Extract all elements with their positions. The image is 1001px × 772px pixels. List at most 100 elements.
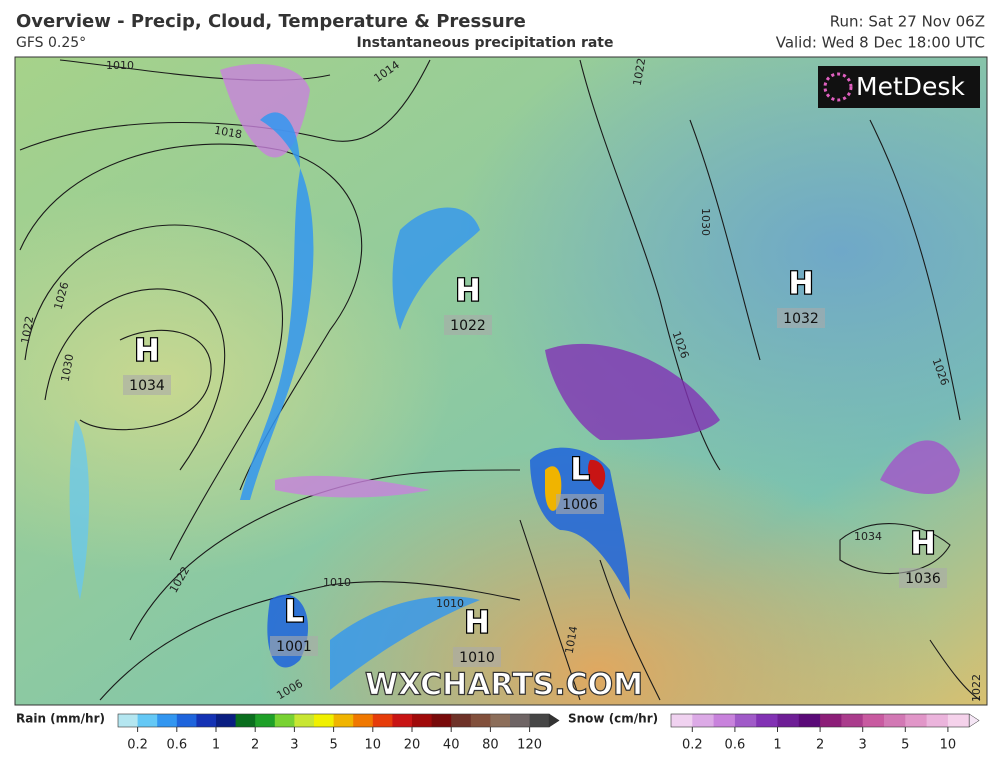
legends: 0.2 0.6 1 2 3 5 10 20 40 80 120 0.2 0.6 1 2 3 5 10 [117,713,980,753]
rain-tick-label: 1 [212,738,220,753]
precipitation [69,64,960,690]
rain-tick-label: 0.2 [127,738,148,753]
isobar-label: 1022 [970,674,983,702]
pressure-value: 1032 [783,311,819,327]
map-frame [14,56,988,706]
pressure-box [123,375,171,395]
rain-swatch [353,714,374,727]
snow-arrow [968,713,980,728]
rain-swatch [510,714,531,727]
rain-tick-label: 20 [404,738,421,753]
rain-tick-label: 80 [482,738,499,753]
pressure-box [899,568,947,588]
isobar-label: 1010 [436,597,464,610]
pressure-symbol: L [284,595,303,630]
rain-swatch [490,714,511,727]
high-layer [15,57,987,705]
snow-tick-label: 2 [816,738,824,753]
run: Run: Sat 27 Nov 06Z [830,13,985,31]
pressure-symbol: H [134,334,159,369]
snow-swatch [905,714,928,727]
snow-swatch [777,714,800,727]
rain-swatch [118,714,139,727]
title: Overview - Precip, Cloud, Temperature & … [16,11,526,32]
rain-swatch [196,714,217,727]
rain-swatch [176,714,197,727]
rain-swatch [157,714,178,727]
pressure-value: 1034 [129,378,165,394]
rain-tick-label: 5 [329,738,337,753]
snow-tick-label: 5 [901,738,909,753]
snow-swatch [947,714,970,727]
rain-swatch [529,714,550,727]
map-area: 1010 101410181022102610221030103010261026… [15,57,987,705]
pressure-value: 1036 [905,571,941,587]
snow-swatch [692,714,715,727]
rain-swatch [294,714,315,727]
snow-swatch [734,714,757,727]
snow-swatch [713,714,736,727]
rain-tick-label: 120 [517,738,542,753]
snow-swatch [671,714,693,727]
snow-swatch [841,714,864,727]
pressure-value: 1006 [562,497,598,513]
snow-swatch [820,714,842,727]
pressure-value: 1010 [459,650,495,666]
snow-tick-label: 10 [940,738,957,753]
snow-swatch [884,714,906,727]
rain-tick-label: 40 [443,738,460,753]
rain-swatch [470,714,491,727]
rain-swatch [235,714,256,727]
logo-icon [823,72,853,102]
snow-legend-label: Snow (cm/hr) [568,712,658,726]
rain-swatch [431,714,452,727]
isobar-label: 1022 [19,315,37,345]
rain-swatch [314,714,335,727]
snow-swatch [862,714,885,727]
rain-swatch [392,714,413,727]
model: GFS 0.25° [16,35,86,51]
watermark: WXCHARTS.COM [365,668,643,703]
snow-tick-label: 1 [773,738,781,753]
rain-tick-label: 3 [290,738,298,753]
logo: MetDesk [856,72,965,101]
pressure-box [777,308,825,328]
rain-tick-label: 2 [251,738,259,753]
pressure-box [556,494,604,514]
rain-swatch [274,714,295,727]
pressure-symbol: H [910,527,935,562]
snow-swatch [798,714,821,727]
pressure-box [270,636,318,656]
snow-swatch [756,714,778,727]
isobar-label: 1010 [106,59,134,72]
pressure-symbol: H [455,274,480,309]
isobars [19,59,981,701]
pressure-symbol: H [788,267,813,302]
snow-tick-label: 3 [859,738,867,753]
rain-tick-label: 10 [365,738,382,753]
rain-swatch [255,714,276,727]
pressure-symbol: L [570,453,589,488]
pressure-value: 1001 [276,639,312,655]
snow-swatch [926,714,949,727]
isobar-label: 1010 [323,576,351,589]
snow-tick-label: 0.2 [682,738,703,753]
rain-tick-label: 0.6 [166,738,187,753]
isobar-label: 1030 [699,208,712,236]
isobar-label: 1018 [213,124,243,142]
layer: Instantaneous precipitation rate [357,35,614,51]
isobar-label: 1034 [854,530,882,543]
rain-swatch [372,714,393,727]
pressure-box [453,647,501,667]
logo-box [818,66,980,108]
isobar-label: 1030 [59,353,77,383]
rain-arrow [548,713,560,728]
rain-swatch [137,714,158,727]
isobar-label: 1014 [563,625,581,655]
rain-swatch [216,714,237,727]
pressure-box [444,315,492,335]
snow-tick-label: 0.6 [725,738,746,753]
isobar-label: 1022 [631,57,649,87]
